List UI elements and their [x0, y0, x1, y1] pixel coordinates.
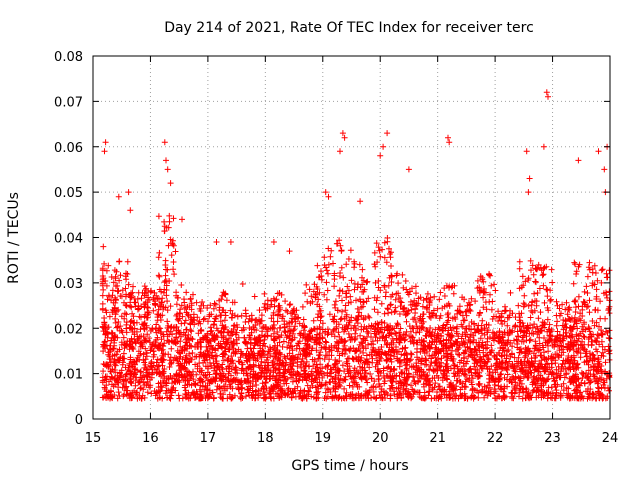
- x-tick-label: 21: [429, 431, 446, 446]
- y-tick-label: 0.02: [54, 322, 83, 337]
- x-tick-label: 20: [372, 431, 389, 446]
- x-tick-label: 22: [487, 431, 504, 446]
- x-tick-label: 19: [315, 431, 332, 446]
- y-tick-label: 0.08: [54, 50, 83, 65]
- x-tick-label: 16: [142, 431, 159, 446]
- y-tick-label: 0.04: [54, 232, 83, 247]
- y-tick-label: 0.06: [54, 141, 83, 156]
- y-tick-label: 0: [75, 413, 83, 428]
- chart-title: Day 214 of 2021, Rate Of TEC Index for r…: [164, 20, 534, 36]
- x-tick-label: 18: [257, 431, 274, 446]
- axis-ticks: 15 16 17 18 19 20 21 22 23 24 0 0.01 0.02 0.03 0.04 0.0…: [54, 50, 618, 446]
- data-points: [99, 89, 613, 402]
- y-axis-label: ROTI / TECUs: [6, 192, 22, 284]
- x-axis-label: GPS time / hours: [291, 458, 408, 474]
- x-tick-label: 15: [85, 431, 102, 446]
- grid-lines: [93, 56, 610, 419]
- x-tick-label: 23: [544, 431, 561, 446]
- x-tick-label: 24: [602, 431, 619, 446]
- y-tick-label: 0.05: [54, 186, 83, 201]
- y-tick-label: 0.03: [54, 277, 83, 292]
- data-point-markers: [99, 89, 613, 402]
- y-tick-label: 0.01: [54, 368, 83, 383]
- x-tick-label: 17: [200, 431, 217, 446]
- y-tick-label: 0.07: [54, 95, 83, 110]
